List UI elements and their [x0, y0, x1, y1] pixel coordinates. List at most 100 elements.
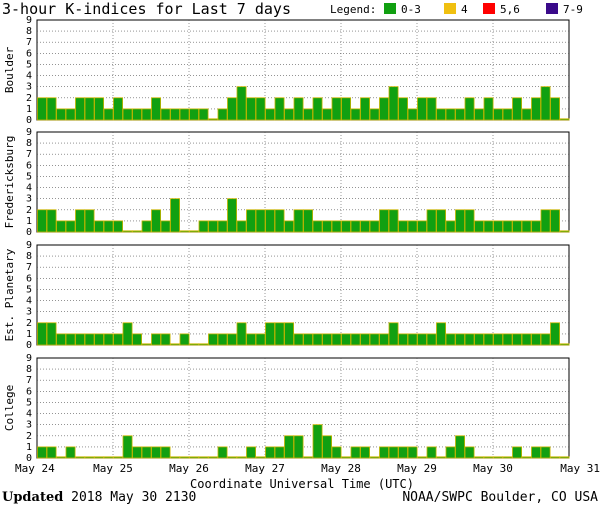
k-index-bar: [179, 230, 190, 233]
k-index-bar: [151, 97, 162, 121]
k-index-bar: [341, 333, 352, 346]
panel-label: College: [3, 385, 16, 431]
y-tick-label: 2: [26, 431, 32, 442]
legend-item-7-9: 7-9: [546, 3, 583, 16]
panel-label: Fredericksburg: [3, 136, 16, 229]
k-index-bar: [189, 230, 200, 233]
y-tick-label: 2: [26, 93, 32, 104]
k-index-bar: [388, 209, 399, 233]
k-index-bar: [464, 446, 475, 459]
k-index-bar: [170, 456, 181, 459]
y-tick-label: 8: [26, 26, 32, 37]
k-index-bar: [46, 446, 57, 459]
k-index-bar: [122, 230, 133, 233]
k-index-bar: [360, 333, 371, 346]
k-index-bar: [65, 333, 76, 346]
k-index-bar: [436, 209, 447, 233]
k-index-bar: [455, 333, 466, 346]
k-index-bar: [312, 424, 323, 459]
k-index-bar: [170, 108, 181, 121]
k-index-bar: [103, 108, 114, 121]
k-index-bar: [151, 333, 162, 346]
k-index-bar: [550, 322, 561, 346]
k-index-bar: [483, 220, 494, 233]
k-index-bar: [265, 209, 276, 233]
k-index-bar: [94, 220, 105, 233]
k-index-bar: [379, 446, 390, 459]
k-index-bar: [350, 108, 361, 121]
k-index-bar: [293, 435, 304, 459]
k-index-bar: [303, 333, 314, 346]
k-index-bar: [56, 333, 67, 346]
k-index-bar: [274, 97, 285, 121]
x-tick-label: May 29: [397, 462, 437, 475]
y-tick-label: 1: [26, 104, 32, 115]
k-index-bar: [303, 209, 314, 233]
k-index-bar: [246, 446, 257, 459]
legend-swatch: [384, 3, 396, 14]
k-index-bar: [84, 209, 95, 233]
k-index-bar: [84, 333, 95, 346]
y-tick-label: 2: [26, 205, 32, 216]
k-index-bar: [113, 220, 124, 233]
y-tick-label: 0: [26, 453, 32, 464]
k-index-bar: [322, 220, 333, 233]
legend-item-5-6: 5,6: [483, 3, 520, 16]
k-index-bar: [398, 333, 409, 346]
y-tick-label: 2: [26, 318, 32, 329]
y-tick-label: 3: [26, 307, 32, 318]
k-index-bar: [493, 456, 504, 459]
k-index-bar: [540, 209, 551, 233]
k-index-bar: [360, 446, 371, 459]
k-index-bar: [550, 456, 561, 459]
k-index-bar: [455, 435, 466, 459]
k-index-bar: [265, 108, 276, 121]
k-index-bar: [170, 343, 181, 346]
k-index-bar: [483, 456, 494, 459]
k-index-bar: [512, 220, 523, 233]
panel-label: Est. Planetary: [3, 248, 16, 341]
k-index-bar: [483, 333, 494, 346]
k-index-bar: [37, 97, 48, 121]
k-index-bar: [407, 446, 418, 459]
k-index-bar: [236, 86, 247, 121]
k-index-bar: [179, 333, 190, 346]
y-tick-label: 5: [26, 397, 32, 408]
k-index-bar: [293, 97, 304, 121]
k-index-bar: [521, 456, 532, 459]
k-index-bar: [559, 456, 570, 459]
y-tick-label: 0: [26, 115, 32, 126]
legend-item-label: 0-3: [401, 3, 421, 16]
x-tick-label: May 24: [15, 462, 55, 475]
k-index-bar: [293, 333, 304, 346]
y-tick-label: 4: [26, 71, 32, 82]
k-index-bar: [369, 333, 380, 346]
k-index-bar: [37, 446, 48, 459]
k-index-bar: [331, 220, 342, 233]
k-index-bar: [322, 108, 333, 121]
k-index-bar: [312, 333, 323, 346]
y-tick-label: 9: [26, 240, 32, 251]
k-index-bar: [274, 446, 285, 459]
x-tick-label: May 27: [245, 462, 285, 475]
k-index-bar: [122, 435, 133, 459]
y-tick-label: 4: [26, 296, 32, 307]
k-index-bar: [388, 322, 399, 346]
k-index-bar: [417, 220, 428, 233]
k-index-bar: [455, 108, 466, 121]
k-index-bar: [255, 456, 266, 459]
k-index-bar: [493, 333, 504, 346]
k-index-bar: [274, 209, 285, 233]
y-tick-label: 6: [26, 48, 32, 59]
k-index-bar: [46, 322, 57, 346]
legend-label: Legend:: [330, 3, 377, 16]
k-index-bar: [255, 97, 266, 121]
k-index-bar: [46, 209, 57, 233]
k-index-bar: [502, 108, 513, 121]
legend-swatch: [483, 3, 495, 14]
k-index-bar: [227, 333, 238, 346]
y-tick-label: 5: [26, 171, 32, 182]
k-index-bar: [94, 456, 105, 459]
k-index-bar: [246, 97, 257, 121]
k-index-bar: [464, 97, 475, 121]
